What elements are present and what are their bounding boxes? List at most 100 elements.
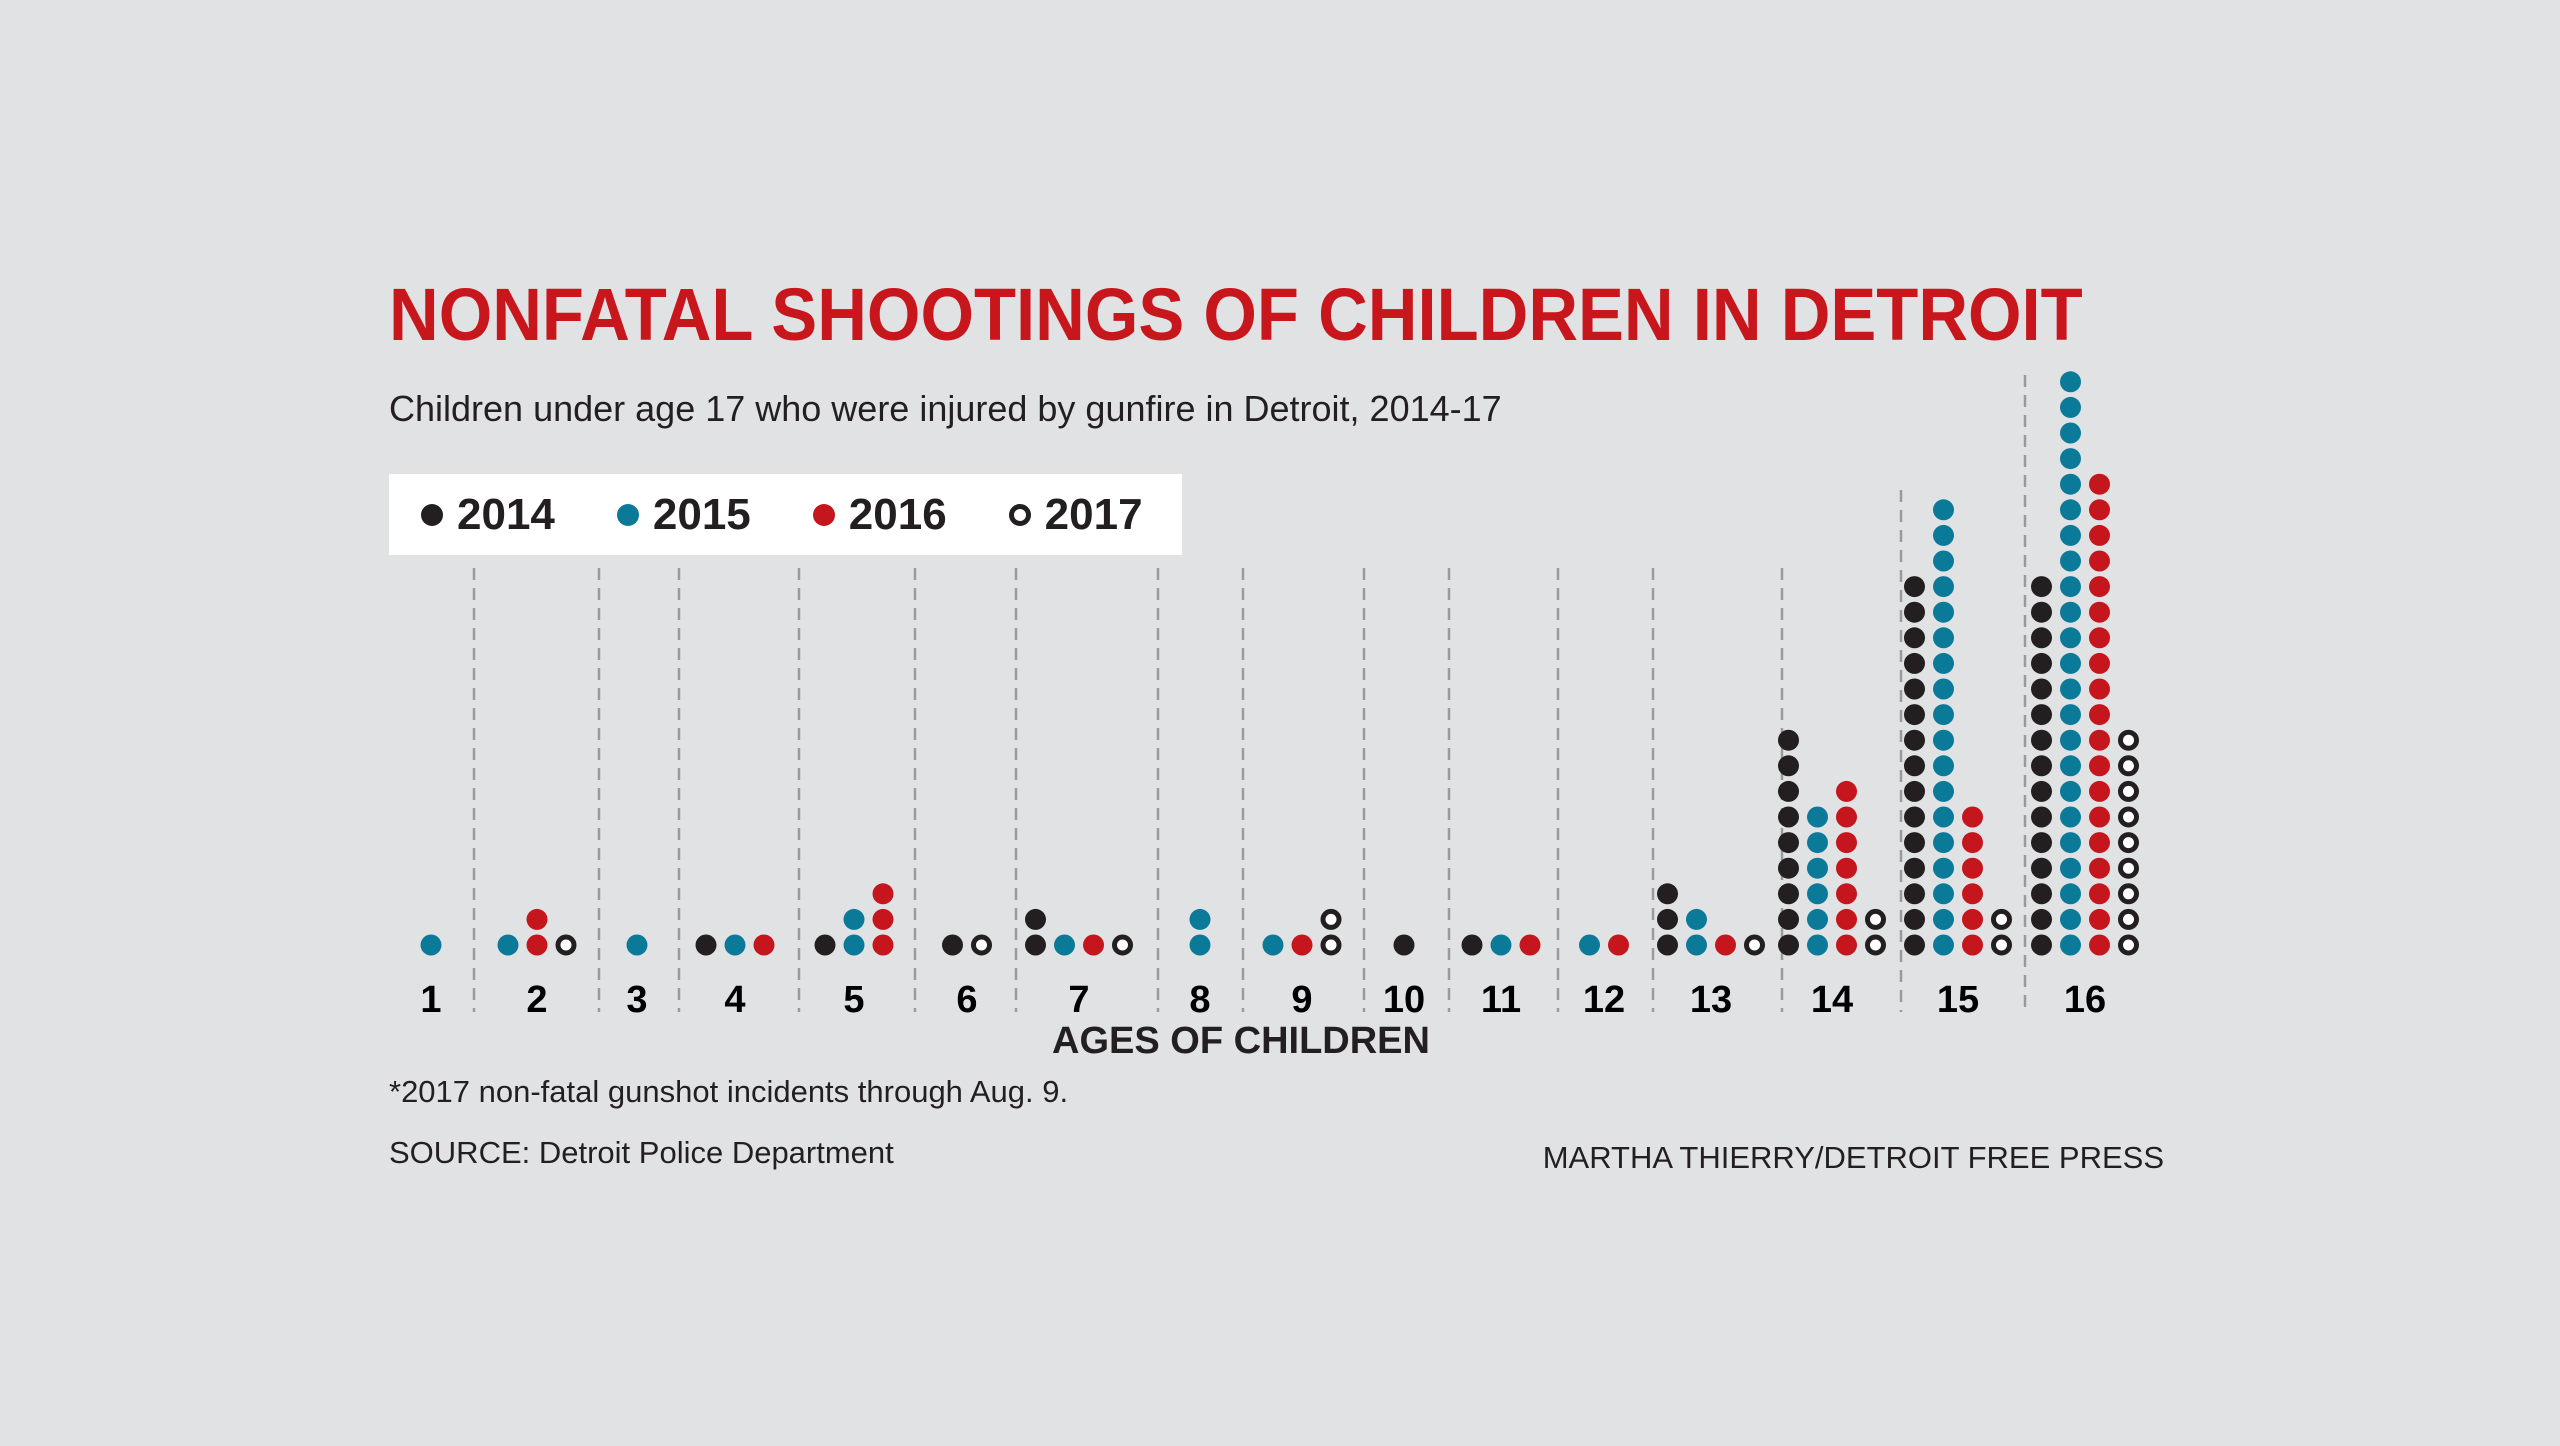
legend-item-2014: 2014 [421, 490, 555, 540]
legend-item-2015: 2015 [616, 489, 751, 540]
dot-age-1-2015 [420, 934, 442, 956]
dot-age-9-2017 [1320, 908, 1342, 930]
dot-age-11-2016 [1519, 934, 1541, 956]
dot-age-15-2015 [1933, 857, 1954, 879]
dot-age-15-2015 [1933, 601, 1954, 623]
dot-age-16-2017 [2118, 832, 2139, 854]
dot-age-11-2014 [1461, 934, 1483, 956]
dot-age-16-2017 [2118, 755, 2139, 777]
dot-age-16-2015 [2060, 806, 2081, 828]
age-tick-label: 8 [1189, 979, 1210, 1021]
dot-age-13-2014 [1657, 934, 1678, 956]
dot-age-14-2016 [1836, 908, 1857, 930]
dot-age-16-2015 [2060, 780, 2081, 802]
dot-age-13-2014 [1657, 908, 1678, 930]
dot-age-16-2015 [2060, 550, 2081, 572]
dot-age-16-2014 [2031, 576, 2052, 598]
dot-age-16-2016 [2089, 704, 2110, 726]
dot-age-16-2015 [2060, 755, 2081, 777]
dot-age-14-2016 [1836, 883, 1857, 905]
chart-subtitle: Children under age 17 who were injured b… [389, 388, 1502, 429]
dot-age-14-2014 [1778, 755, 1799, 777]
dot-age-16-2017 [2118, 780, 2139, 802]
dot-age-12-2015 [1579, 934, 1600, 956]
hollow-dot-2017-icon [1008, 503, 1031, 526]
dot-age-16-2016 [2089, 857, 2110, 879]
dot-age-15-2015 [1933, 652, 1954, 674]
dot-age-16-2015 [2060, 422, 2081, 444]
age-tick-label: 4 [724, 979, 745, 1021]
dot-age-15-2017 [1991, 908, 2012, 930]
dot-age-5-2015 [843, 934, 865, 956]
age-tick-label: 9 [1291, 979, 1312, 1021]
dot-age-16-2016 [2089, 473, 2110, 495]
dot-age-16-2015 [2060, 934, 2081, 956]
dot-age-4-2016 [753, 934, 775, 956]
dot-age-16-2014 [2031, 883, 2052, 905]
dot-age-15-2016 [1962, 883, 1983, 905]
dot-age-15-2015 [1933, 678, 1954, 700]
dot-age-15-2015 [1933, 524, 1954, 546]
dot-age-15-2014 [1904, 729, 1925, 751]
dot-age-16-2016 [2089, 550, 2110, 572]
dot-age-16-2014 [2031, 601, 2052, 623]
dot-age-16-2014 [2031, 934, 2052, 956]
dot-age-14-2016 [1836, 934, 1857, 956]
age-tick-label: 3 [626, 979, 647, 1021]
dot-age-16-2015 [2060, 832, 2081, 854]
dot-age-14-2014 [1778, 832, 1799, 854]
dot-age-15-2015 [1933, 627, 1954, 649]
dot-age-5-2016 [872, 908, 894, 930]
dot-age-16-2015 [2060, 448, 2081, 470]
dot-age-16-2015 [2060, 473, 2081, 495]
dot-age-13-2014 [1657, 883, 1678, 905]
age-tick-label: 6 [956, 979, 977, 1021]
dot-age-16-2015 [2060, 627, 2081, 649]
dot-age-15-2014 [1904, 832, 1925, 854]
dot-age-16-2016 [2089, 729, 2110, 751]
dot-age-16-2016 [2089, 601, 2110, 623]
dot-age-9-2015 [1262, 934, 1284, 956]
dot-age-16-2015 [2060, 678, 2081, 700]
legend-label: 2015 [652, 489, 751, 539]
dot-age-16-2016 [2089, 652, 2110, 674]
dot-age-15-2015 [1933, 934, 1954, 956]
dot-age-16-2015 [2060, 396, 2081, 418]
dot-age-16-2015 [2060, 499, 2081, 521]
dot-age-14-2015 [1807, 908, 1828, 930]
dot-age-16-2016 [2089, 806, 2110, 828]
dot-age-7-2014 [1025, 908, 1046, 930]
dot-age-16-2014 [2031, 729, 2052, 751]
dot-age-16-2015 [2060, 883, 2081, 905]
dot-2016-icon [812, 503, 835, 526]
dot-age-14-2015 [1807, 806, 1828, 828]
dot-age-16-2014 [2031, 908, 2052, 930]
dot-age-2-2016 [526, 908, 548, 930]
dot-age-15-2015 [1933, 576, 1954, 598]
dot-age-15-2015 [1933, 832, 1954, 854]
age-tick-label: 11 [1481, 979, 1521, 1021]
dot-age-2-2016 [526, 934, 548, 956]
dot-age-16-2017 [2118, 883, 2139, 905]
dot-age-15-2014 [1904, 678, 1925, 700]
dot-age-15-2015 [1933, 755, 1954, 777]
dot-age-15-2014 [1904, 627, 1925, 649]
dot-age-16-2014 [2031, 678, 2052, 700]
dot-age-15-2015 [1933, 806, 1954, 828]
dot-age-15-2014 [1904, 780, 1925, 802]
dot-age-14-2016 [1836, 780, 1857, 802]
dot-age-5-2016 [872, 934, 894, 956]
dot-age-16-2016 [2089, 883, 2110, 905]
legend-label: 2016 [848, 489, 947, 539]
dot-age-14-2014 [1778, 729, 1799, 751]
age-tick-label: 7 [1068, 979, 1089, 1021]
dot-age-5-2016 [872, 883, 894, 905]
dot-age-4-2014 [695, 934, 717, 956]
dot-age-15-2014 [1904, 652, 1925, 674]
dot-age-16-2015 [2060, 576, 2081, 598]
dot-age-5-2015 [843, 908, 865, 930]
age-tick-label: 5 [843, 979, 864, 1021]
dot-age-7-2014 [1025, 934, 1046, 956]
dot-age-15-2015 [1933, 499, 1954, 521]
